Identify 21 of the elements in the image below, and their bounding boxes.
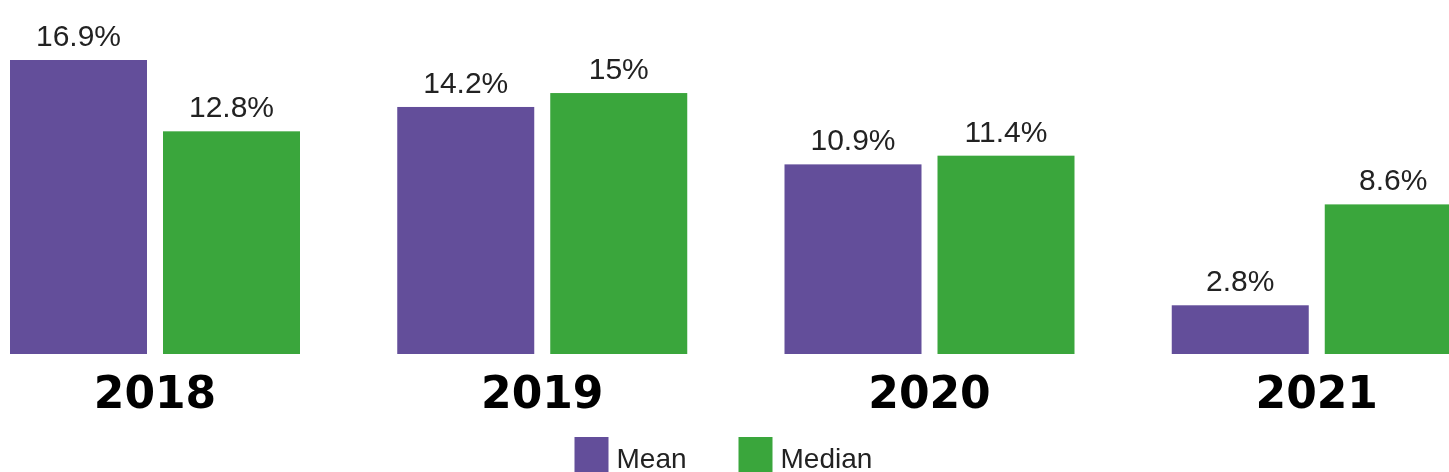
x-tick-label: 2020 [868,367,991,418]
bar [1171,305,1309,354]
legend-label: Mean [616,443,687,472]
data-label: 2.8% [1206,264,1275,298]
bar [550,93,688,354]
data-label: 14.2% [423,65,509,99]
x-tick-label: 2019 [481,367,604,418]
bar [397,106,535,354]
bar [10,60,147,354]
data-label: 15% [588,52,649,86]
data-label: 10.9% [810,123,896,157]
data-label: 11.4% [964,114,1048,148]
legend-label: Median [780,443,873,472]
bar [784,164,922,354]
bar [937,155,1075,354]
data-label: 8.6% [1359,163,1428,197]
data-label: 16.9% [35,19,122,52]
data-label: 12.8% [188,90,275,124]
x-tick-label: 2018 [93,367,217,418]
bar [163,131,300,354]
x-tick-label: 2021 [1255,367,1378,418]
